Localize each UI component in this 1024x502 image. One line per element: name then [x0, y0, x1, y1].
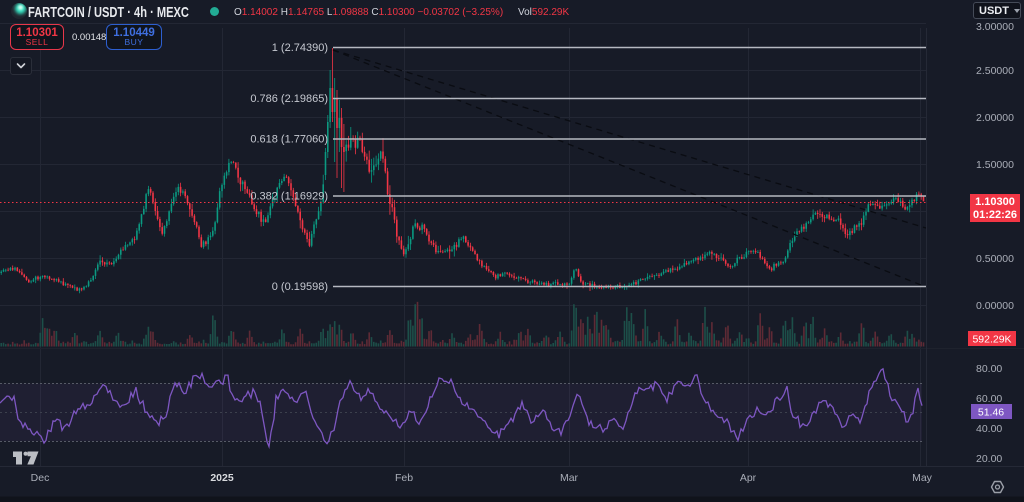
svg-text:1.10300: 1.10300	[975, 196, 1015, 208]
svg-text:592.29K: 592.29K	[972, 334, 1011, 346]
svg-text:80.00: 80.00	[976, 363, 1002, 375]
svg-text:2.00000: 2.00000	[976, 112, 1014, 124]
svg-text:Dec: Dec	[31, 472, 50, 484]
svg-text:1 (2.74390): 1 (2.74390)	[272, 42, 328, 54]
svg-text:20.00: 20.00	[976, 453, 1002, 465]
svg-text:Apr: Apr	[740, 472, 757, 484]
svg-text:40.00: 40.00	[976, 423, 1002, 435]
svg-text:0.00000: 0.00000	[976, 300, 1014, 312]
svg-text:0 (0.19598): 0 (0.19598)	[272, 281, 328, 293]
svg-text:1.50000: 1.50000	[976, 159, 1014, 171]
svg-text:Mar: Mar	[560, 472, 579, 484]
svg-text:2025: 2025	[210, 472, 234, 484]
svg-text:2.50000: 2.50000	[976, 65, 1014, 77]
svg-text:0.382 (1.16929): 0.382 (1.16929)	[250, 191, 328, 203]
svg-text:0.618 (1.77060): 0.618 (1.77060)	[250, 134, 328, 146]
svg-text:01:22:26: 01:22:26	[973, 209, 1017, 221]
svg-text:3.00000: 3.00000	[976, 21, 1014, 33]
svg-text:Feb: Feb	[395, 472, 413, 484]
svg-text:May: May	[912, 472, 933, 484]
svg-text:51.46: 51.46	[978, 407, 1004, 419]
svg-text:0.50000: 0.50000	[976, 253, 1014, 265]
svg-text:60.00: 60.00	[976, 393, 1002, 405]
svg-text:0.786 (2.19865): 0.786 (2.19865)	[250, 93, 328, 105]
